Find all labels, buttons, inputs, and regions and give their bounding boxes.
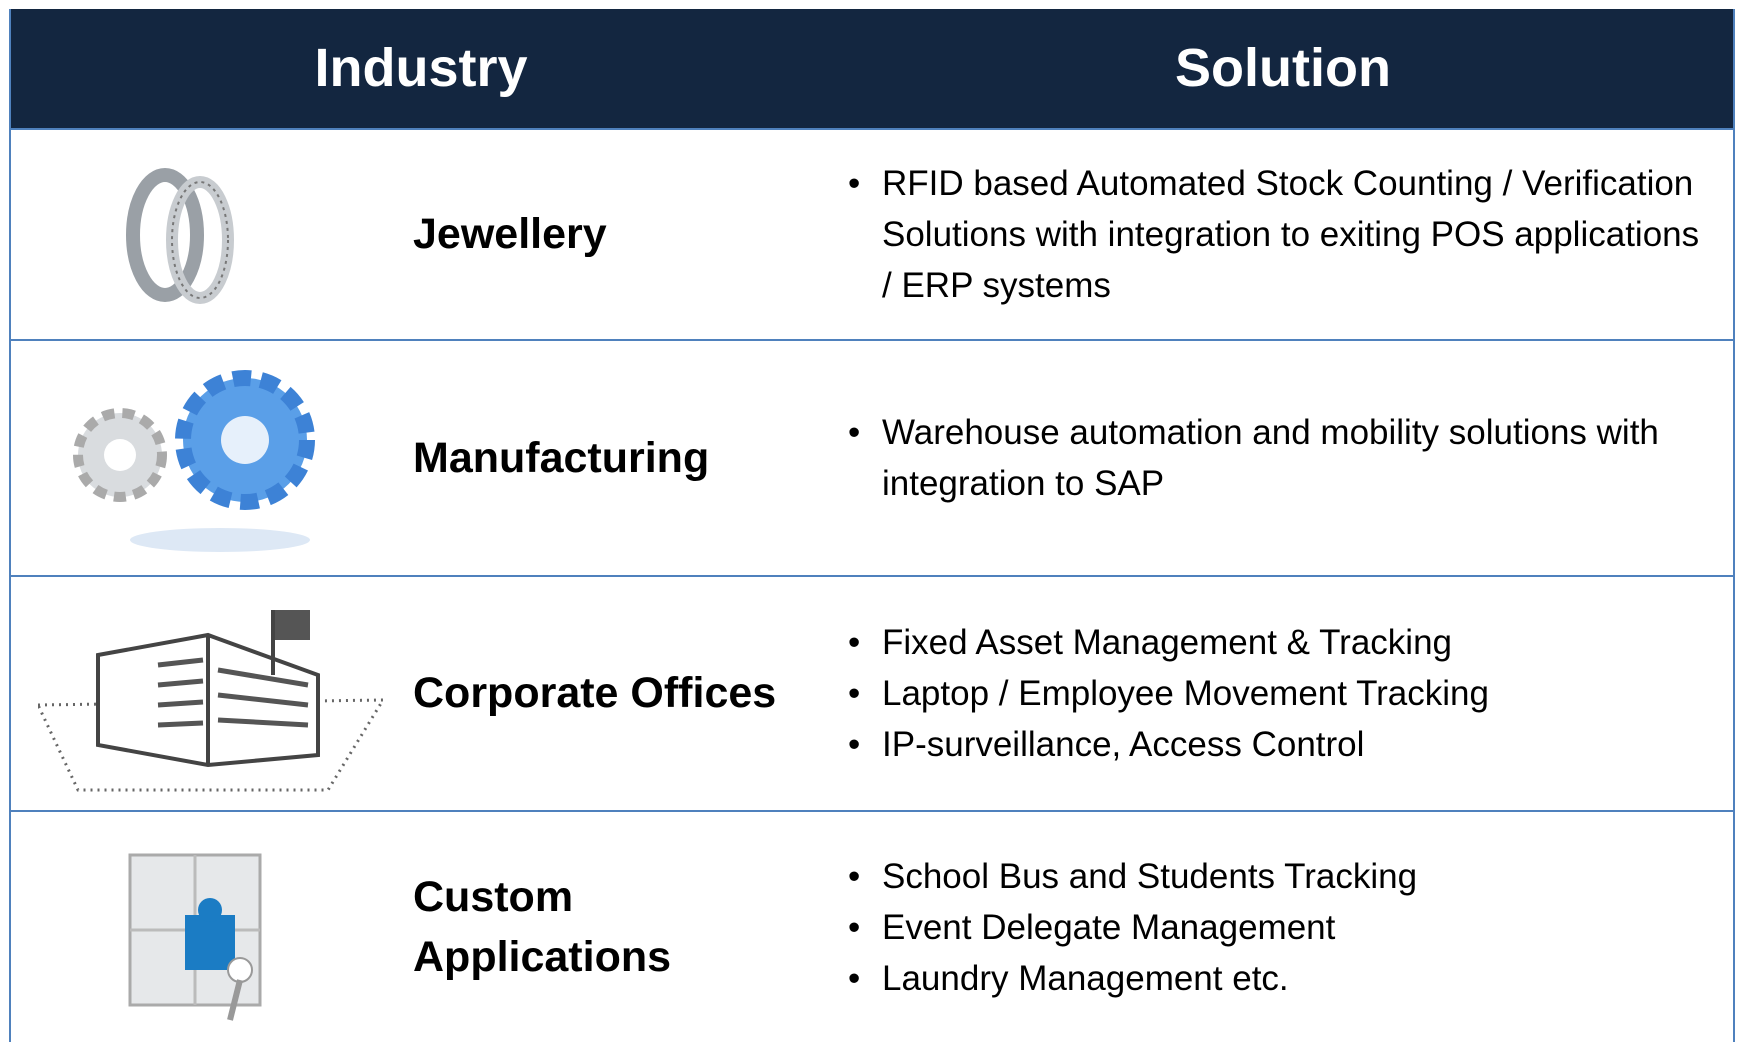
gears-icon bbox=[73, 370, 315, 552]
table-row: Manufacturing Warehouse automation and mo… bbox=[11, 339, 1733, 575]
header-cell: Solution bbox=[1175, 38, 1391, 98]
industry-name: Custom Applications bbox=[413, 872, 672, 981]
solution-item: Laptop / Employee Movement Tracking bbox=[846, 668, 1713, 719]
table-row: Jewellery RFID based Automated Stock Coun… bbox=[11, 128, 1733, 339]
solution-list: Fixed Asset Management & TrackingLaptop … bbox=[846, 577, 1713, 810]
industry-cell: Manufacturing bbox=[413, 341, 813, 575]
industry-cell: Custom Applications bbox=[413, 812, 813, 1042]
industry-name: Jewellery bbox=[413, 210, 607, 259]
table-row: Custom Applications School Bus and Studen… bbox=[11, 810, 1733, 1042]
solution-item: RFID based Automated Stock Counting / Ve… bbox=[846, 158, 1713, 311]
solution-list: Warehouse automation and mobility soluti… bbox=[846, 341, 1713, 575]
office-icon bbox=[38, 610, 383, 792]
industry-name: Corporate Offices bbox=[413, 669, 777, 718]
solution-list: School Bus and Students TrackingEvent De… bbox=[846, 812, 1713, 1042]
table-row: Corporate Offices Fixed Asset Management … bbox=[11, 575, 1733, 810]
solution-item: Warehouse automation and mobility soluti… bbox=[846, 407, 1713, 509]
solution-list: RFID based Automated Stock Counting / Ve… bbox=[846, 130, 1713, 339]
solution-item: Fixed Asset Management & Tracking bbox=[846, 617, 1713, 668]
solution-item: Laundry Management etc. bbox=[846, 953, 1713, 1004]
solution-item: IP-surveillance, Access Control bbox=[846, 719, 1713, 770]
industry-cell: Corporate Offices bbox=[413, 577, 813, 810]
header-cell: Industry bbox=[314, 38, 528, 98]
solution-item: School Bus and Students Tracking bbox=[846, 851, 1713, 902]
industry-name: Manufacturing bbox=[413, 433, 710, 482]
puzzle-icon bbox=[128, 853, 262, 1021]
rings-icon bbox=[126, 168, 234, 304]
header-row: Industry Solution bbox=[11, 9, 1733, 128]
table: Industry Solution Jewellery RFID based Au… bbox=[9, 9, 1735, 1042]
industry-cell: Jewellery bbox=[413, 130, 813, 339]
solution-item: Event Delegate Management bbox=[846, 902, 1713, 953]
